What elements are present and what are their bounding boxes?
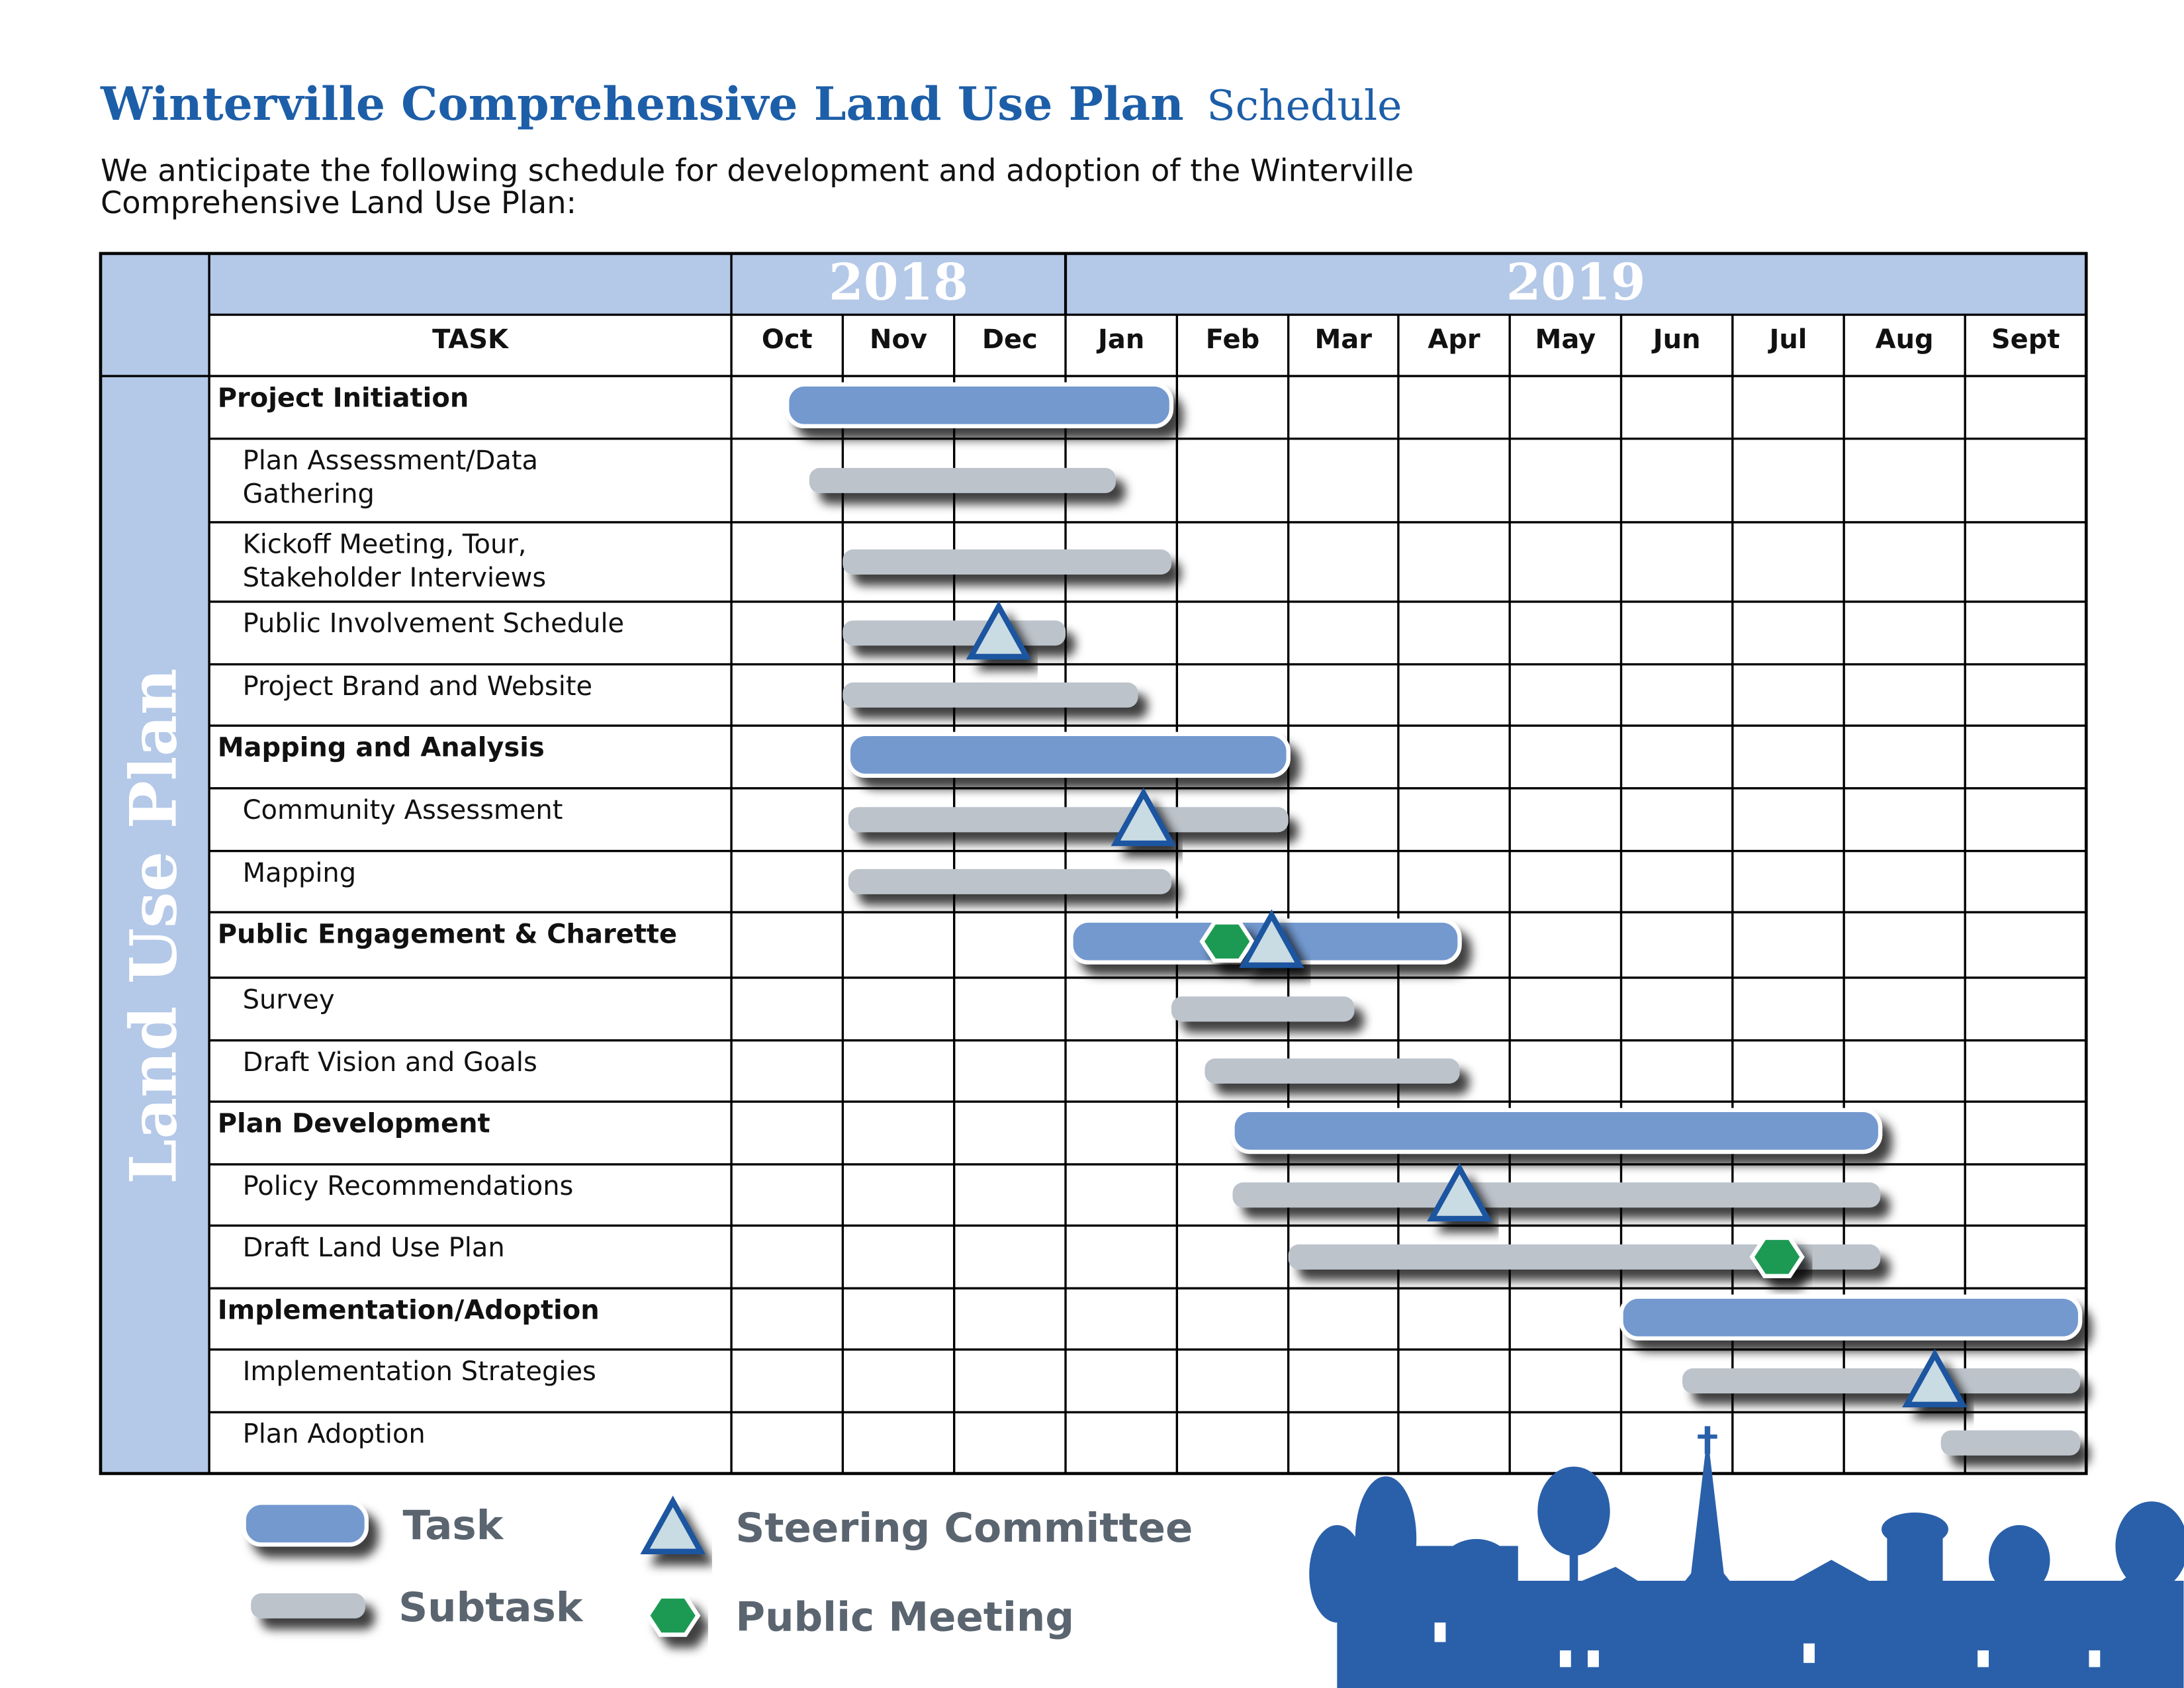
town-silhouette xyxy=(1309,1426,2184,1688)
header-band xyxy=(209,253,732,315)
year-band xyxy=(731,253,2087,315)
legend-subtask-swatch xyxy=(251,1593,365,1618)
legend-label: Steering Committee xyxy=(735,1505,1193,1552)
subtask-bar xyxy=(848,807,1289,833)
subtask-bar xyxy=(842,682,1138,708)
side-band xyxy=(100,253,210,1474)
task-name: Survey xyxy=(242,984,335,1015)
month-label: Sept xyxy=(1991,324,2060,355)
task-name: Public Engagement & Charette xyxy=(217,919,678,950)
task-name-box: Mapping xyxy=(242,858,357,889)
task-name-box: Plan Assessment/Data Gathering xyxy=(242,445,539,510)
month-label: Dec xyxy=(982,324,1038,355)
task-name: Policy Recommendations xyxy=(242,1171,574,1202)
intro: We anticipate the following schedule for… xyxy=(100,156,1414,222)
public-milestone xyxy=(1199,920,1255,963)
subtask-bar xyxy=(1288,1244,1881,1270)
month-label: Feb xyxy=(1206,324,1259,355)
month-label: Jul xyxy=(1767,324,1807,355)
month-label: Nov xyxy=(870,324,927,355)
legend-label: Public Meeting xyxy=(735,1594,1074,1641)
subtask-bar xyxy=(1940,1430,2081,1456)
legend-public-swatch xyxy=(645,1594,701,1637)
month-label: Aug xyxy=(1876,324,1934,355)
legend-task-swatch xyxy=(242,1501,369,1547)
task-name: Draft Vision and Goals xyxy=(242,1047,537,1078)
subtask-bar xyxy=(809,467,1116,493)
task-name-box: Public Engagement & Charette xyxy=(217,919,678,950)
subtask-bar xyxy=(842,620,1066,646)
task-name-box: Draft Land Use Plan xyxy=(242,1233,505,1264)
subtask-bar xyxy=(842,549,1171,575)
steering-milestone xyxy=(1427,1162,1492,1222)
task-name: Community Assessment xyxy=(242,795,563,826)
task-name-box: Plan Adoption xyxy=(242,1419,426,1450)
task-name: Project Brand and Website xyxy=(242,671,593,702)
title: Winterville Comprehensive Land Use Plan … xyxy=(100,77,1402,131)
year-label: 2019 xyxy=(1506,252,1646,311)
task-name-box: Plan Development xyxy=(217,1108,490,1140)
task-name: Implementation/Adoption xyxy=(217,1295,600,1326)
subtask-bar xyxy=(1171,996,1355,1022)
subtask-bar xyxy=(1205,1058,1460,1084)
legend-label: Subtask xyxy=(398,1584,584,1631)
task-name-box: Project Initiation xyxy=(217,383,469,414)
legend-label: Task xyxy=(403,1502,504,1549)
task-name: Public Involvement Schedule xyxy=(242,608,625,639)
steering-milestone xyxy=(1239,909,1304,968)
task-name: Plan Adoption xyxy=(242,1419,426,1450)
task-name: Mapping and Analysis xyxy=(217,732,545,763)
legend-steering-swatch xyxy=(640,1495,705,1555)
task-name: Project Initiation xyxy=(217,383,469,414)
task-name-box: Mapping and Analysis xyxy=(217,732,545,763)
task-name-box: Implementation/Adoption xyxy=(217,1295,600,1326)
task-name-box: Survey xyxy=(242,984,335,1015)
steering-milestone xyxy=(966,600,1032,660)
task-name-box: Implementation Strategies xyxy=(242,1356,596,1387)
public-milestone xyxy=(1749,1235,1805,1278)
month-label: Oct xyxy=(762,324,813,355)
steering-milestone xyxy=(1111,787,1177,847)
steering-milestone xyxy=(1902,1348,1968,1408)
task-name-box: Policy Recommendations xyxy=(242,1171,574,1202)
title-main: Winterville Comprehensive Land Use Plan xyxy=(100,77,1184,131)
task-name: Plan Development xyxy=(217,1108,490,1140)
task-name-box: Project Brand and Website xyxy=(242,671,593,702)
side-label: Land Use Plan xyxy=(116,669,191,1184)
task-name-box: Community Assessment xyxy=(242,795,563,826)
task-header: TASK xyxy=(432,324,510,355)
month-label: Mar xyxy=(1315,324,1373,355)
table-border xyxy=(99,252,2088,1476)
task-bar xyxy=(785,382,1174,428)
month-label: Jan xyxy=(1096,324,1144,355)
month-label: May xyxy=(1535,324,1596,355)
task-name: Draft Land Use Plan xyxy=(242,1233,505,1264)
month-label: Jun xyxy=(1651,324,1701,355)
intro-box: We anticipate the following schedule for… xyxy=(100,156,1414,222)
task-bar xyxy=(1230,1107,1883,1154)
month-label: Apr xyxy=(1428,324,1480,355)
task-bar xyxy=(1619,1294,2083,1341)
task-name-box: Kickoff Meeting, Tour, Stakeholder Inter… xyxy=(242,529,547,594)
subtask-bar xyxy=(1232,1182,1881,1208)
task-name: Mapping xyxy=(242,858,357,889)
task-bar xyxy=(846,731,1291,778)
task-name-box: Draft Vision and Goals xyxy=(242,1047,537,1078)
subtask-bar xyxy=(848,868,1171,894)
task-name: Implementation Strategies xyxy=(242,1356,596,1387)
year-label: 2018 xyxy=(829,252,968,311)
task-name: Kickoff Meeting, Tour, Stakeholder Inter… xyxy=(242,529,547,594)
task-name-box: Public Involvement Schedule xyxy=(242,608,625,639)
title-suffix: Schedule xyxy=(1206,81,1402,130)
subtask-bar xyxy=(1682,1368,2081,1394)
task-name: Plan Assessment/Data Gathering xyxy=(242,445,539,510)
